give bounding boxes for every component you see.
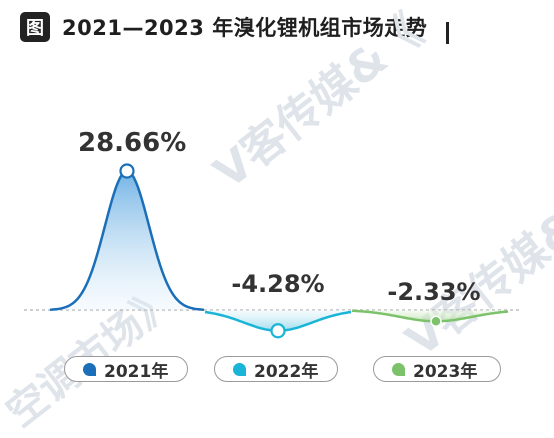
chart-header: 图 2021—2023 年溴化锂机组市场走势 (20, 12, 427, 42)
area-2023 (352, 310, 508, 322)
leaf-icon (233, 362, 246, 376)
legend-item-2023: 2023年 (373, 356, 501, 382)
point-2021 (119, 163, 135, 179)
legend-label: 2021年 (104, 361, 169, 382)
data-label-2022: -4.28% (231, 270, 325, 298)
legend-item-2021: 2021年 (64, 356, 188, 382)
area-2021 (50, 171, 204, 310)
legend-item-2022: 2022年 (214, 356, 338, 382)
line-2023 (351, 309, 509, 323)
title-accent-bar (446, 22, 449, 44)
figure-tag: 图 (20, 12, 50, 42)
leaf-icon (392, 362, 405, 376)
data-label-2023: -2.33% (387, 278, 481, 306)
chart-title: 2021—2023 年溴化锂机组市场走势 (62, 16, 428, 40)
trend-chart (24, 163, 520, 339)
area-2022 (205, 310, 351, 331)
legend-label: 2023年 (413, 361, 478, 382)
point-2023 (430, 315, 442, 328)
data-label-2021: 28.66% (78, 128, 187, 158)
point-2022 (270, 323, 286, 339)
legend-label: 2022年 (254, 361, 319, 382)
leaf-icon (83, 362, 96, 376)
